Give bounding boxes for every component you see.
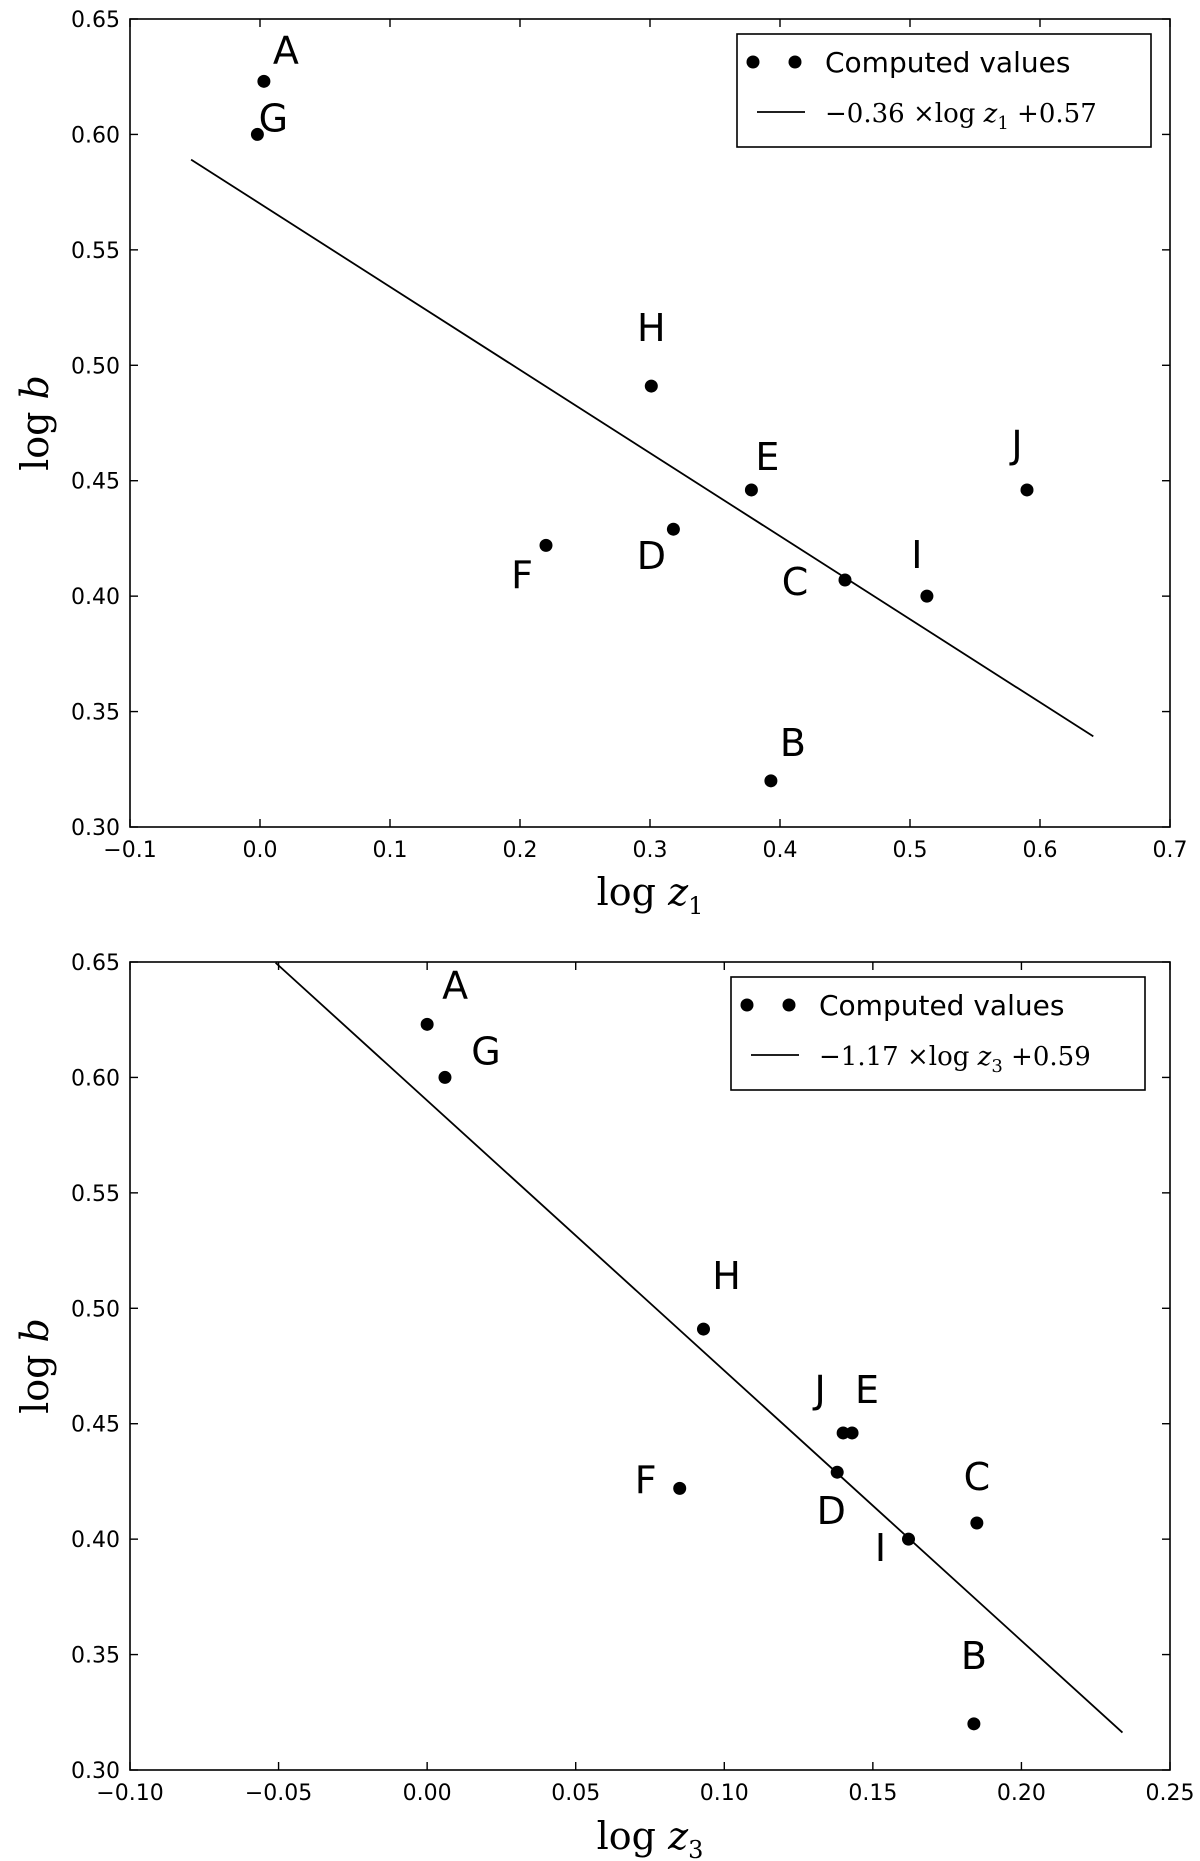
data-point-B [967,1717,981,1731]
x-axis-label: log z3 [597,1814,704,1861]
y-tick-label: 0.65 [71,951,120,976]
legend-label-computed: Computed values [825,46,1070,79]
legend-box [736,33,1152,148]
data-point-I [902,1532,916,1546]
legend-marker [782,998,796,1012]
point-label-C: C [964,1455,991,1499]
y-tick-label: 0.50 [71,1297,120,1322]
legend: Computed values −1.17 ×log z3 +0.59 [730,976,1146,1091]
legend-label-computed: Computed values [819,989,1064,1022]
point-label-F: F [635,1458,657,1502]
y-tick-label: 0.30 [71,1759,120,1784]
x-tick-label: −0.10 [96,1781,163,1806]
x-tick-label: 0.1 [373,838,408,863]
y-tick-label: 0.40 [71,585,120,610]
y-tick-label: 0.35 [71,1644,120,1669]
data-point-B [764,774,778,788]
point-label-A: A [273,28,299,72]
point-label-D: D [817,1489,846,1533]
y-tick-label: 0.60 [71,1066,120,1091]
y-tick-label: 0.55 [71,239,120,264]
y-axis-label: log b [13,1318,57,1414]
data-point-E [845,1426,859,1440]
legend-label-fit: −0.36 ×log z1 +0.57 [825,99,1097,134]
point-label-J: J [1009,423,1022,467]
point-label-C: C [782,560,809,604]
y-tick-label: 0.45 [71,1413,120,1438]
point-label-H: H [637,306,666,350]
point-label-F: F [511,553,533,597]
data-point-F [539,538,553,552]
point-label-H: H [712,1254,741,1298]
point-label-G: G [471,1029,500,1073]
data-point-D [666,522,680,536]
y-tick-label: 0.30 [71,816,120,841]
x-tick-label: 0.15 [848,1781,897,1806]
y-tick-label: 0.45 [71,470,120,495]
x-tick-label: 0.00 [403,1781,452,1806]
chart-panel-1: −0.1 0.0 0.1 0.2 0.3 0.4 0.5 0.6 0.7 0.30 0.35 0.40… [71,8,1187,863]
chart-panel-2: −0.10 −0.05 0.00 0.05 0.10 0.15 0.20 0.25 0.30 0.… [71,951,1194,1806]
point-label-A: A [442,963,468,1007]
data-point-C [970,1516,984,1530]
y-tick-label: 0.40 [71,1528,120,1553]
data-point-G [438,1070,452,1084]
x-tick-label: 0.6 [1023,838,1058,863]
fit-line [190,158,1094,738]
point-label-I: I [911,533,922,577]
point-label-J: J [813,1368,826,1412]
x-tick-label: 0.3 [633,838,668,863]
y-tick-label: 0.55 [71,1182,120,1207]
data-point-E [744,483,758,497]
point-label-D: D [637,534,666,578]
x-tick-label: 0.20 [997,1781,1046,1806]
data-point-A [257,74,271,88]
legend-box [730,976,1146,1091]
fit-line [274,962,1124,1734]
data-point-D [830,1465,844,1479]
point-label-G: G [259,96,288,140]
y-tick-label: 0.65 [71,8,120,33]
plot-frame [129,961,1171,1771]
data-point-I [920,589,934,603]
x-tick-label: 0.05 [551,1781,600,1806]
legend-marker [746,55,760,69]
point-label-E: E [755,435,779,479]
point-label-E: E [855,1368,879,1412]
x-tick-label: 0.5 [893,838,928,863]
legend: Computed values −0.36 ×log z1 +0.57 [736,33,1152,148]
y-tick-label: 0.60 [71,123,120,148]
y-tick-label: 0.35 [71,701,120,726]
x-tick-label: −0.05 [245,1781,312,1806]
data-point-C [838,573,852,587]
x-tick-label: 0.0 [243,838,278,863]
x-tick-label: 0.10 [700,1781,749,1806]
data-point-H [696,1322,710,1336]
point-label-B: B [780,721,806,765]
data-point-J [836,1426,850,1440]
data-point-A [420,1017,434,1031]
y-axis-label: log b [13,375,57,471]
legend-marker [788,55,802,69]
x-tick-label: 0.7 [1153,838,1188,863]
point-label-B: B [961,1634,987,1678]
data-point-G [250,127,264,141]
x-tick-label: 0.2 [503,838,538,863]
x-tick-label: 0.4 [763,838,798,863]
data-point-H [644,379,658,393]
point-label-I: I [875,1526,886,1570]
x-tick-label: −0.1 [103,838,156,863]
data-point-F [673,1481,687,1495]
y-tick-label: 0.50 [71,354,120,379]
legend-marker [740,998,754,1012]
data-point-J [1020,483,1034,497]
x-tick-label: 0.25 [1146,1781,1195,1806]
x-axis-label: log z1 [597,870,704,920]
legend-label-fit: −1.17 ×log z3 +0.59 [819,1042,1091,1077]
